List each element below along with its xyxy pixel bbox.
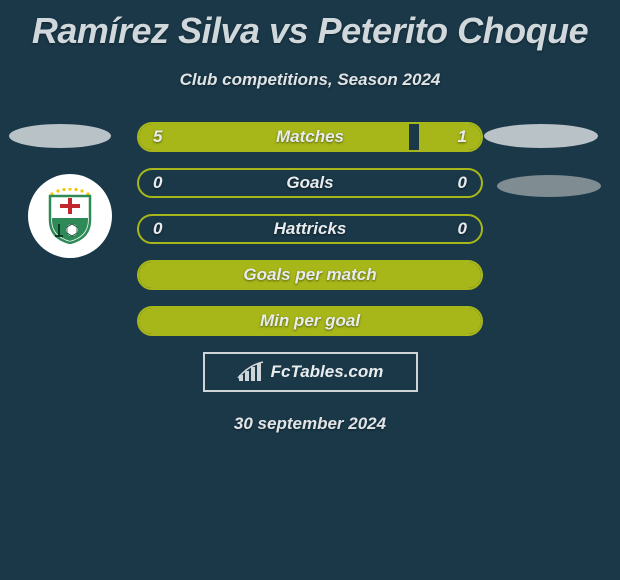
subtitle: Club competitions, Season 2024	[0, 70, 620, 90]
stat-row-matches: 5 Matches 1	[137, 122, 483, 152]
stat-label: Goals	[139, 170, 481, 196]
brand-attribution: FcTables.com	[203, 352, 418, 392]
club-shield-icon	[45, 188, 95, 244]
vs-separator: vs	[260, 10, 318, 51]
comparison-chart: 5 Matches 1 0 Goals 0 0 Hattricks 0 Goal…	[0, 122, 620, 434]
stat-label: Goals per match	[139, 262, 481, 288]
page-title: Ramírez Silva vs Peterito Choque	[0, 0, 620, 52]
player-2-name: Peterito Choque	[318, 10, 589, 51]
player-2-photo-placeholder	[484, 124, 598, 148]
bar-chart-icon	[237, 361, 265, 383]
stat-bars: 5 Matches 1 0 Goals 0 0 Hattricks 0 Goal…	[137, 122, 483, 336]
player-1-club-logo	[28, 174, 112, 258]
stat-label: Hattricks	[139, 216, 481, 242]
stat-label: Min per goal	[139, 308, 481, 334]
player-1-photo-placeholder	[9, 124, 111, 148]
stat-value-right: 1	[458, 124, 467, 150]
stat-value-right: 0	[458, 170, 467, 196]
stat-row-goals-per-match: Goals per match	[137, 260, 483, 290]
player-2-club-placeholder	[497, 175, 601, 197]
brand-text: FcTables.com	[271, 362, 384, 382]
stat-row-goals: 0 Goals 0	[137, 168, 483, 198]
stat-row-min-per-goal: Min per goal	[137, 306, 483, 336]
stat-row-hattricks: 0 Hattricks 0	[137, 214, 483, 244]
date-line: 30 september 2024	[0, 414, 620, 434]
player-1-name: Ramírez Silva	[32, 10, 260, 51]
stat-value-right: 0	[458, 216, 467, 242]
stat-label: Matches	[139, 124, 481, 150]
